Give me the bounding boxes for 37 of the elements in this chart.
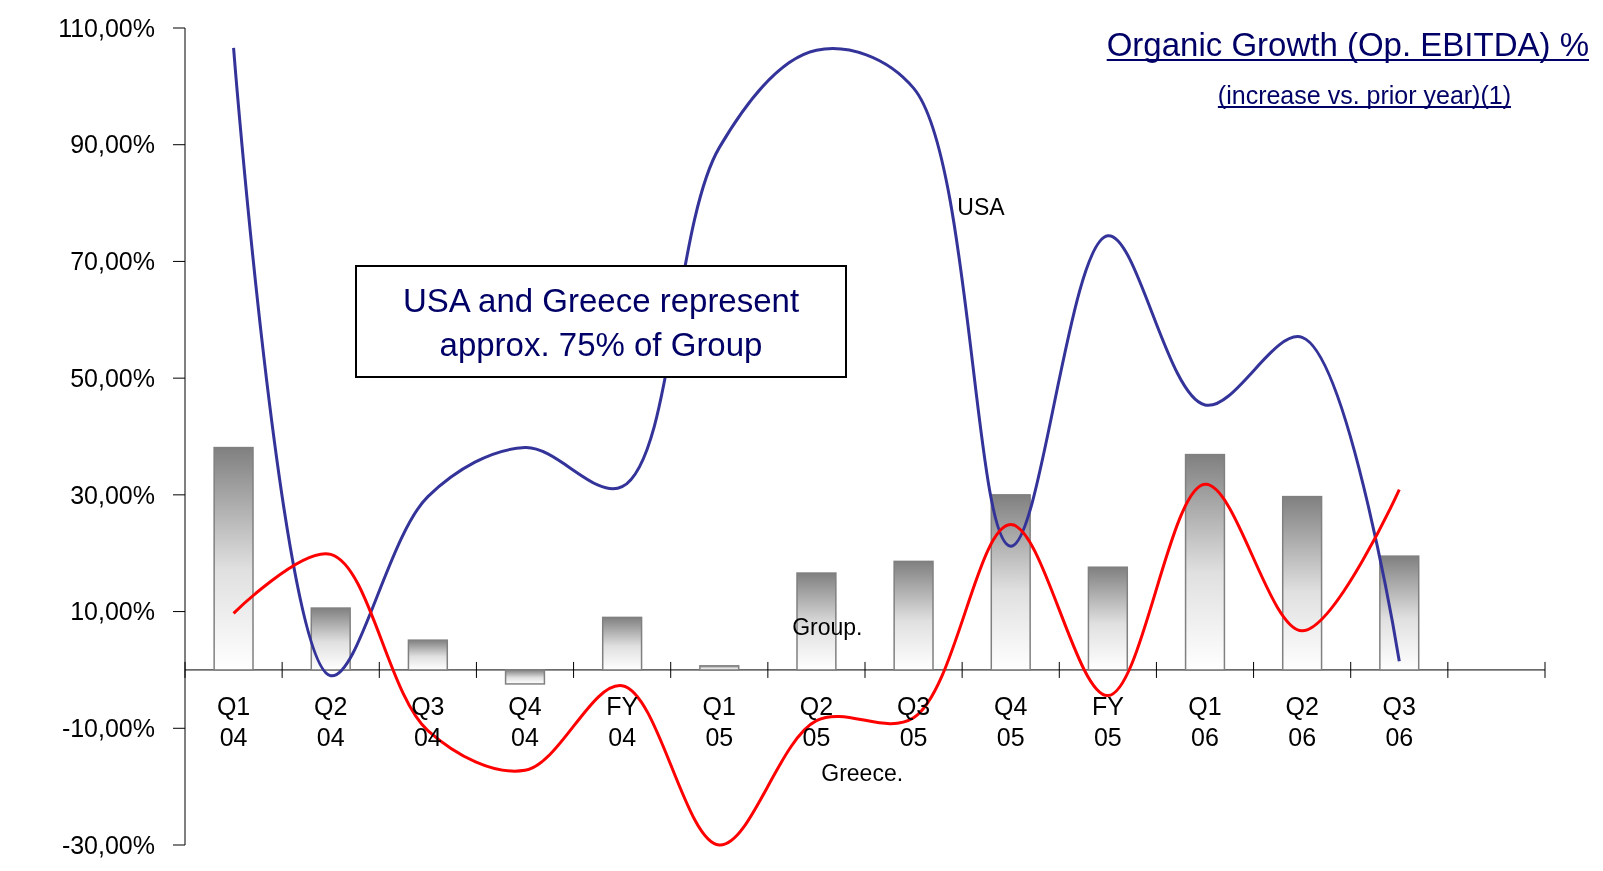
bar — [213, 446, 254, 671]
x-tick-label: FY 05 — [1091, 691, 1125, 751]
annotation: USA and Greece represent approx. 75% of Group — [402, 282, 800, 363]
x-tick-label: Q3 06 — [1382, 691, 1416, 751]
bar — [1281, 495, 1323, 671]
x-tick-label: Q2 05 — [799, 691, 834, 751]
bar — [699, 665, 740, 671]
x-tick-label: Q2 04 — [314, 691, 348, 751]
y-tick-label: 50,00% — [70, 363, 155, 392]
bar — [1379, 555, 1420, 671]
x-tick-label: Q4 05 — [994, 691, 1028, 751]
bar — [601, 616, 643, 671]
x-tick-label: Q1 04 — [216, 691, 251, 751]
series-label: Group. — [792, 613, 863, 640]
y-tick-label: 110,00% — [58, 13, 155, 42]
y-tick-label: 70,00% — [70, 247, 155, 276]
bar — [893, 560, 934, 671]
x-tick-label: Q2 06 — [1285, 691, 1319, 751]
bar — [990, 494, 1031, 671]
series-label: Greece. — [821, 759, 904, 786]
x-tick-label: Q1 06 — [1188, 691, 1222, 751]
bar — [504, 669, 546, 685]
y-tick-label: 10,00% — [70, 597, 155, 626]
x-tick-label: Q4 04 — [508, 691, 542, 751]
bar — [1087, 566, 1129, 671]
text: (increase vs. prior year)(1) — [1217, 81, 1511, 109]
x-tick-label: FY 04 — [606, 691, 639, 751]
y-tick-label: 90,00% — [70, 130, 155, 159]
y-tick-label: -10,00% — [61, 714, 155, 743]
bar — [310, 607, 351, 671]
bar — [1184, 453, 1226, 671]
x-tick-label: Q1 05 — [702, 691, 736, 751]
bar — [407, 639, 449, 671]
y-tick-label: 30,00% — [70, 480, 155, 509]
series-label: USA — [957, 193, 1006, 220]
y-tick-label: -30,00% — [61, 830, 155, 859]
chart-title: Organic Growth (Op. EBITDA) % — [1106, 26, 1589, 63]
